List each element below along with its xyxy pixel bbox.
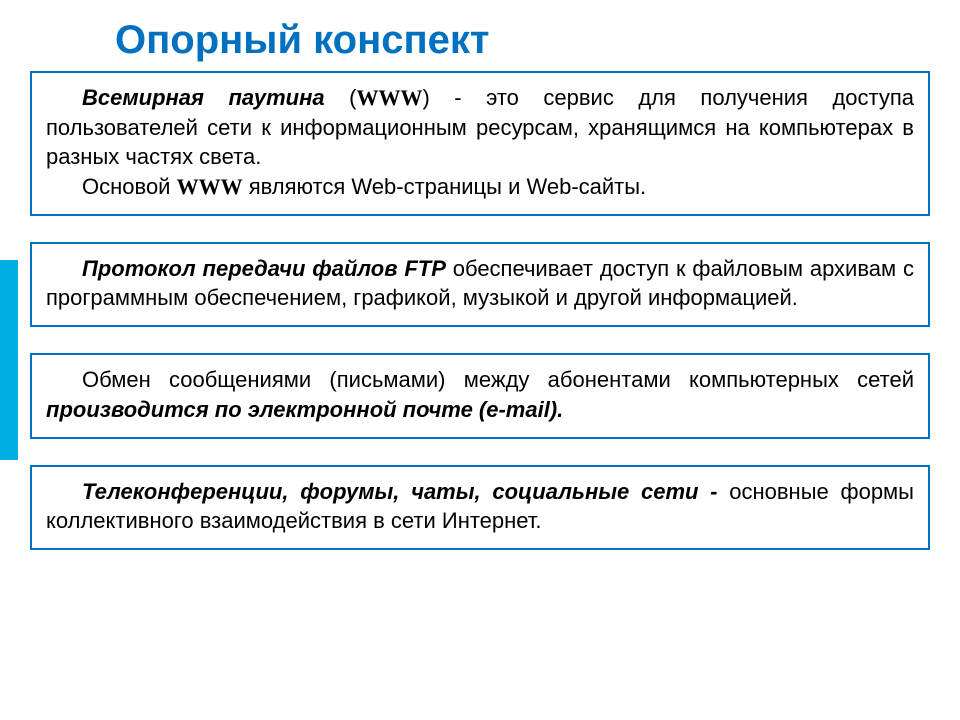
text-bold: производится по электронной почте (e-mai…	[46, 397, 563, 422]
text: являются Web-страницы и Web-сайты.	[243, 174, 647, 199]
box-www: Всемирная паутина (WWW) - это сервис для…	[30, 71, 930, 216]
text-bold: Всемирная паутина	[82, 85, 325, 110]
box-email: Обмен сообщениями (письмами) между абоне…	[30, 353, 930, 438]
box-teleconf: Телеконференции, форумы, чаты, социальны…	[30, 465, 930, 550]
side-accent-bar	[0, 260, 18, 460]
text-bold: Протокол передачи файлов FTP	[82, 256, 446, 281]
text-www: WWW	[356, 85, 422, 110]
text-bold: Телеконференции, форумы, чаты, социальны…	[82, 479, 718, 504]
text: Основой	[82, 174, 177, 199]
content-area: Всемирная паутина (WWW) - это сервис для…	[0, 67, 960, 550]
text-www: WWW	[177, 174, 243, 199]
text: Обмен сообщениями (письмами) между абоне…	[82, 367, 914, 392]
box-ftp: Протокол передачи файлов FTP обеспечивае…	[30, 242, 930, 327]
text: (	[325, 85, 357, 110]
page-title: Опорный конспект	[0, 0, 960, 67]
